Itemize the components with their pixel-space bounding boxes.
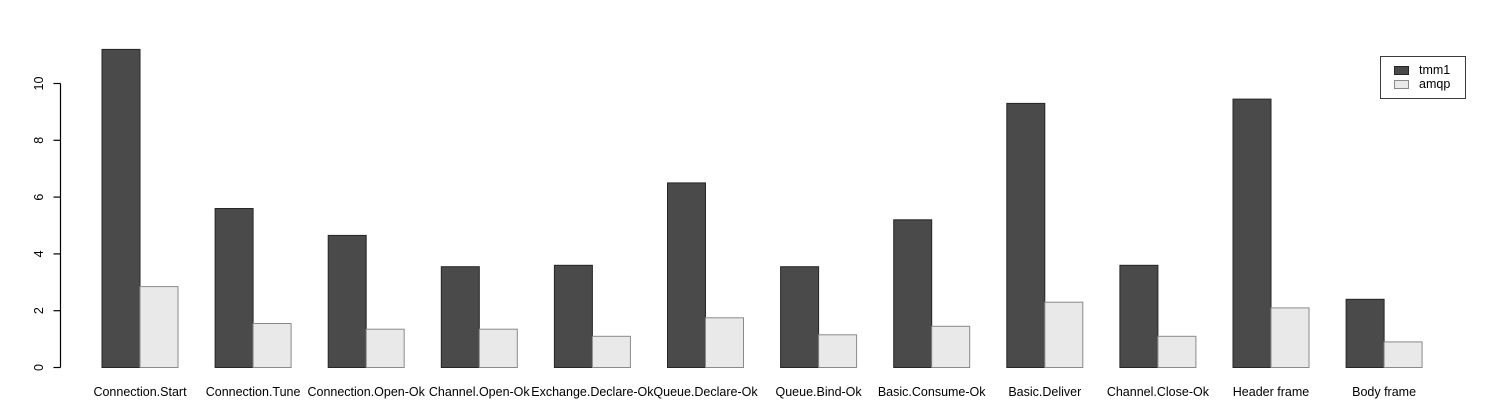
bar-tmm1-2 [214,208,254,368]
bar-tmm1-11 [1232,98,1272,368]
y-tick-label: 8 [32,137,46,144]
x-category-label: Basic.Consume-Ok [878,385,986,399]
x-category-label: Connection.Open-Ok [307,385,425,399]
bar-tmm1-4 [440,266,480,369]
x-category-label: Connection.Start [93,385,187,399]
bar-tmm1-10 [1119,264,1159,368]
bar-amqp-10 [1157,335,1197,368]
bar-tmm1-3 [327,234,367,368]
bar-amqp-5 [591,335,631,368]
bar-tmm1-12 [1345,298,1385,368]
legend-label-amqp: amqp [1419,77,1451,91]
x-category-label: Connection.Tune [206,385,301,399]
bar-amqp-4 [478,328,518,369]
bar-tmm1-9 [1006,102,1046,369]
bar-amqp-7 [818,334,858,368]
legend-item-amqp: amqp [1394,78,1459,91]
x-category-label: Body frame [1352,385,1416,399]
x-category-label: Exchange.Declare-Ok [531,385,654,399]
y-tick-label: 2 [32,307,46,314]
bar-tmm1-6 [667,182,706,368]
bar-amqp-8 [931,325,971,368]
bar-amqp-3 [365,328,405,369]
legend-item-tmm1: tmm1 [1394,64,1459,77]
x-category-label: Queue.Bind-Ok [776,385,863,399]
bar-tmm1-5 [553,264,593,368]
bar-tmm1-8 [893,219,933,368]
legend: tmm1 amqp [1380,56,1466,99]
y-tick-label: 10 [32,77,46,91]
bar-amqp-9 [1044,301,1084,369]
bar-amqp-6 [705,317,744,368]
legend-label-tmm1: tmm1 [1419,63,1451,77]
bar-tmm1-1 [101,48,141,369]
bar-amqp-12 [1383,341,1423,368]
x-category-label: Channel.Close-Ok [1107,385,1210,399]
bar-amqp-2 [252,323,292,368]
x-category-label: Header frame [1233,385,1309,399]
bar-amqp-11 [1270,307,1310,368]
x-category-label: Basic.Deliver [1008,385,1081,399]
y-tick-label: 6 [32,194,46,201]
y-tick-label: 4 [32,250,46,257]
x-category-label: Queue.Declare-Ok [653,385,758,399]
y-tick-label: 0 [32,364,46,371]
bar-tmm1-7 [780,266,820,369]
bar-amqp-1 [139,286,179,369]
legend-swatch-amqp [1394,80,1409,89]
legend-swatch-tmm1 [1394,66,1409,75]
x-category-label: Channel.Open-Ok [429,385,531,399]
